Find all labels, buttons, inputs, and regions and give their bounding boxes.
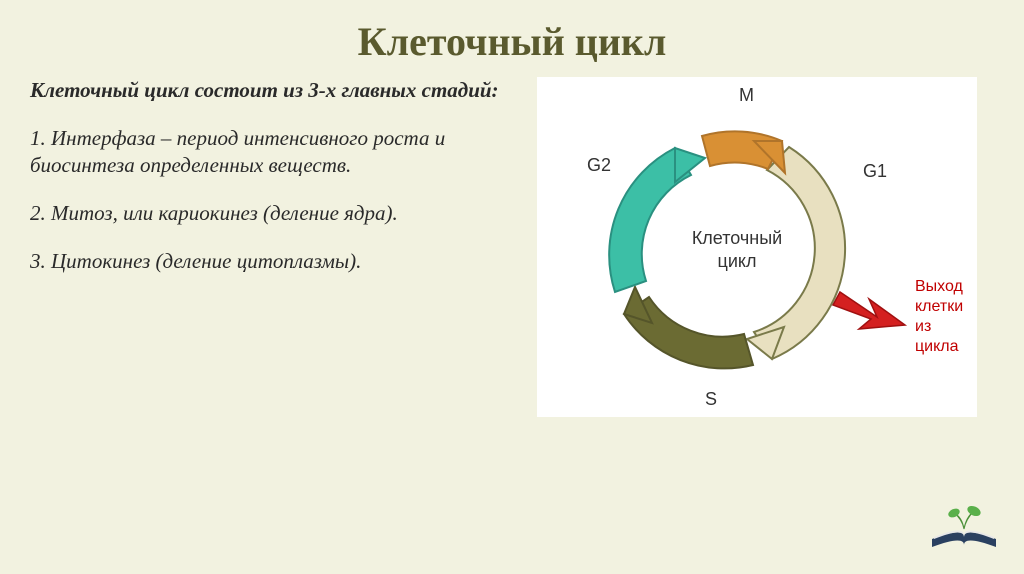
- label-g1: G1: [863, 161, 887, 182]
- intro-text: Клеточный цикл состоит из 3-х главных ст…: [30, 77, 510, 103]
- exit-label-text: Выход клетки из цикла: [915, 278, 963, 355]
- content-row: Клеточный цикл состоит из 3-х главных ст…: [0, 77, 1024, 417]
- label-g2: G2: [587, 155, 611, 176]
- center-label: Клеточный цикл: [677, 227, 797, 274]
- label-s: S: [705, 389, 717, 410]
- leaf-right-icon: [966, 504, 982, 518]
- diagram-column: M G1 S G2 Клеточный цикл Выход клетки из…: [520, 77, 994, 417]
- cell-cycle-diagram: M G1 S G2 Клеточный цикл Выход клетки из…: [537, 77, 977, 417]
- arrowhead-g2: [675, 148, 705, 182]
- page-title: Клеточный цикл: [0, 0, 1024, 77]
- stage-3: 3. Цитокинез (деление цитоплазмы).: [30, 248, 510, 274]
- center-label-text: Клеточный цикл: [692, 228, 782, 271]
- stage-2: 2. Митоз, или кариокинез (деление ядра).: [30, 200, 510, 226]
- stage-1: 1. Интерфаза – период интенсивного роста…: [30, 125, 510, 178]
- book-sprout-icon: [924, 489, 1004, 559]
- text-column: Клеточный цикл состоит из 3-х главных ст…: [30, 77, 520, 417]
- label-m: M: [739, 85, 754, 106]
- exit-label: Выход клетки из цикла: [915, 277, 975, 357]
- exit-arrow: [833, 292, 905, 329]
